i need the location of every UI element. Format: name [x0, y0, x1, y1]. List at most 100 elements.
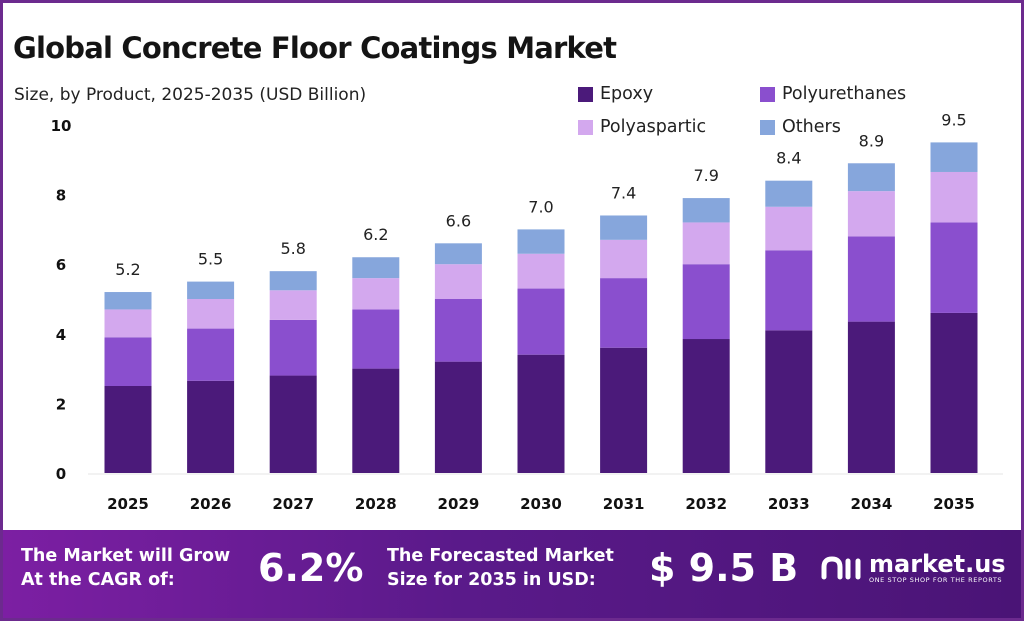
legend-swatch-others [760, 119, 775, 135]
total-data-label: 6.2 [363, 225, 388, 244]
bar-segment-others [187, 281, 235, 299]
forecast-label-line2: Size for 2035 in USD: [387, 570, 596, 590]
bar-segment-epoxy [434, 361, 482, 473]
x-tick-label: 2026 [190, 495, 232, 513]
cagr-value: 6.2% [258, 546, 364, 590]
bar-segment-polyurethanes [600, 278, 648, 348]
bar-segment-others [847, 163, 895, 192]
bar-segment-epoxy [847, 321, 895, 473]
bar-segment-polyaspartic [104, 309, 152, 338]
legend-label-epoxy: Epoxy [600, 84, 654, 104]
x-tick-label: 2032 [685, 495, 727, 513]
bar-segment-polyaspartic [187, 299, 235, 329]
forecast-value: $ 9.5 B [649, 546, 799, 590]
total-data-label: 5.2 [115, 260, 140, 279]
bar-segment-others [930, 142, 978, 172]
bar-segment-polyaspartic [434, 264, 482, 299]
bar-segment-epoxy [517, 354, 565, 473]
bar-segment-epoxy [600, 347, 648, 473]
legend-swatch-epoxy [578, 86, 593, 102]
bar-segment-others [269, 271, 317, 291]
total-data-label: 6.6 [446, 211, 471, 230]
bar-segment-polyurethanes [847, 236, 895, 322]
total-data-label: 7.4 [611, 183, 636, 202]
bar-segment-epoxy [104, 386, 152, 473]
bar-segment-others [682, 198, 730, 223]
bar-segment-epoxy [930, 312, 978, 473]
total-data-label: 7.0 [528, 197, 553, 216]
bar-segment-epoxy [269, 375, 317, 473]
bar-segment-epoxy [187, 380, 235, 473]
bar-segment-polyaspartic [847, 191, 895, 237]
y-tick-label: 6 [56, 256, 66, 274]
logo-name: market.us [869, 550, 1006, 578]
x-tick-label: 2035 [933, 495, 975, 513]
cagr-label-line1: The Market will Grow [21, 546, 231, 566]
bar-segment-polyurethanes [765, 250, 813, 331]
total-data-label: 8.4 [776, 149, 801, 168]
bar-segment-polyaspartic [765, 206, 813, 251]
legend-label-polyaspartic: Polyaspartic [600, 117, 707, 137]
bar-segment-polyaspartic [352, 278, 400, 310]
x-tick-label: 2034 [851, 495, 893, 513]
bar-segment-epoxy [682, 339, 730, 473]
cagr-label: The Market will Grow At the CAGR of: [21, 544, 230, 592]
y-tick-label: 0 [56, 465, 66, 483]
x-tick-label: 2029 [438, 495, 480, 513]
bar-segment-others [517, 229, 565, 254]
x-tick-label: 2028 [355, 495, 397, 513]
total-data-label: 7.9 [693, 166, 718, 185]
x-tick-label: 2033 [768, 495, 810, 513]
total-data-label: 5.8 [280, 239, 305, 258]
bar-segment-polyaspartic [269, 290, 317, 320]
legend-item-polyaspartic: Polyaspartic [578, 117, 706, 137]
bar-segment-polyurethanes [682, 264, 730, 340]
y-tick-label: 8 [56, 187, 66, 205]
summary-banner: The Market will Grow At the CAGR of: 6.2… [3, 530, 1021, 618]
bar-segment-polyurethanes [517, 288, 565, 355]
market-us-logo: market.us ONE STOP SHOP FOR THE REPORTS [821, 552, 1006, 584]
bar-segment-polyurethanes [352, 309, 400, 369]
bar-segment-polyurethanes [269, 319, 317, 376]
legend-item-epoxy: Epoxy [578, 84, 653, 104]
x-tick-label: 2025 [107, 495, 149, 513]
y-tick-label: 10 [51, 117, 72, 135]
legend-label-others: Others [782, 117, 841, 137]
bar-segment-polyaspartic [600, 239, 648, 279]
forecast-label-line1: The Forecasted Market [387, 546, 614, 566]
x-tick-label: 2027 [272, 495, 314, 513]
bar-segment-polyaspartic [930, 171, 978, 223]
x-tick-label: 2031 [603, 495, 645, 513]
legend-swatch-polyaspartic [578, 119, 593, 135]
legend-label-polyurethanes: Polyurethanes [782, 84, 907, 104]
bar-segment-others [104, 292, 152, 310]
legend-item-polyurethanes: Polyurethanes [760, 84, 906, 104]
bar-segment-polyurethanes [434, 299, 482, 362]
y-tick-label: 2 [56, 395, 66, 413]
total-data-label: 8.9 [859, 131, 884, 150]
chart-subtitle: Size, by Product, 2025-2035 (USD Billion… [14, 85, 367, 105]
bar-segment-polyaspartic [517, 253, 565, 289]
bar-segment-epoxy [352, 368, 400, 473]
stacked-bar-chart: 0 2 4 6 8 10 5.2 2025 5.5 2026 5.8 2027 6.2 2028 6.6 20… [51, 110, 1003, 513]
logo-tagline: ONE STOP SHOP FOR THE REPORTS [869, 576, 1003, 584]
x-tick-label: 2030 [520, 495, 562, 513]
bar-segment-epoxy [765, 330, 813, 473]
bar-segment-others [600, 215, 648, 240]
legend-swatch-polyurethanes [760, 86, 775, 102]
bar-segment-polyaspartic [682, 222, 730, 265]
legend-item-others: Others [760, 117, 841, 137]
y-tick-label: 4 [56, 326, 66, 344]
total-data-label: 9.5 [941, 110, 966, 129]
cagr-label-line2: At the CAGR of: [21, 570, 175, 590]
market-us-logo-icon [821, 556, 861, 580]
total-data-label: 5.5 [198, 250, 223, 269]
bar-segment-others [352, 257, 400, 279]
bar-segment-others [765, 180, 813, 207]
chart-title: Global Concrete Floor Coatings Market [13, 31, 617, 65]
bar-segment-polyurethanes [187, 328, 235, 381]
bar-segment-others [434, 243, 482, 265]
bar-segment-polyurethanes [104, 337, 152, 386]
forecast-label: The Forecasted Market Size for 2035 in U… [387, 544, 614, 592]
